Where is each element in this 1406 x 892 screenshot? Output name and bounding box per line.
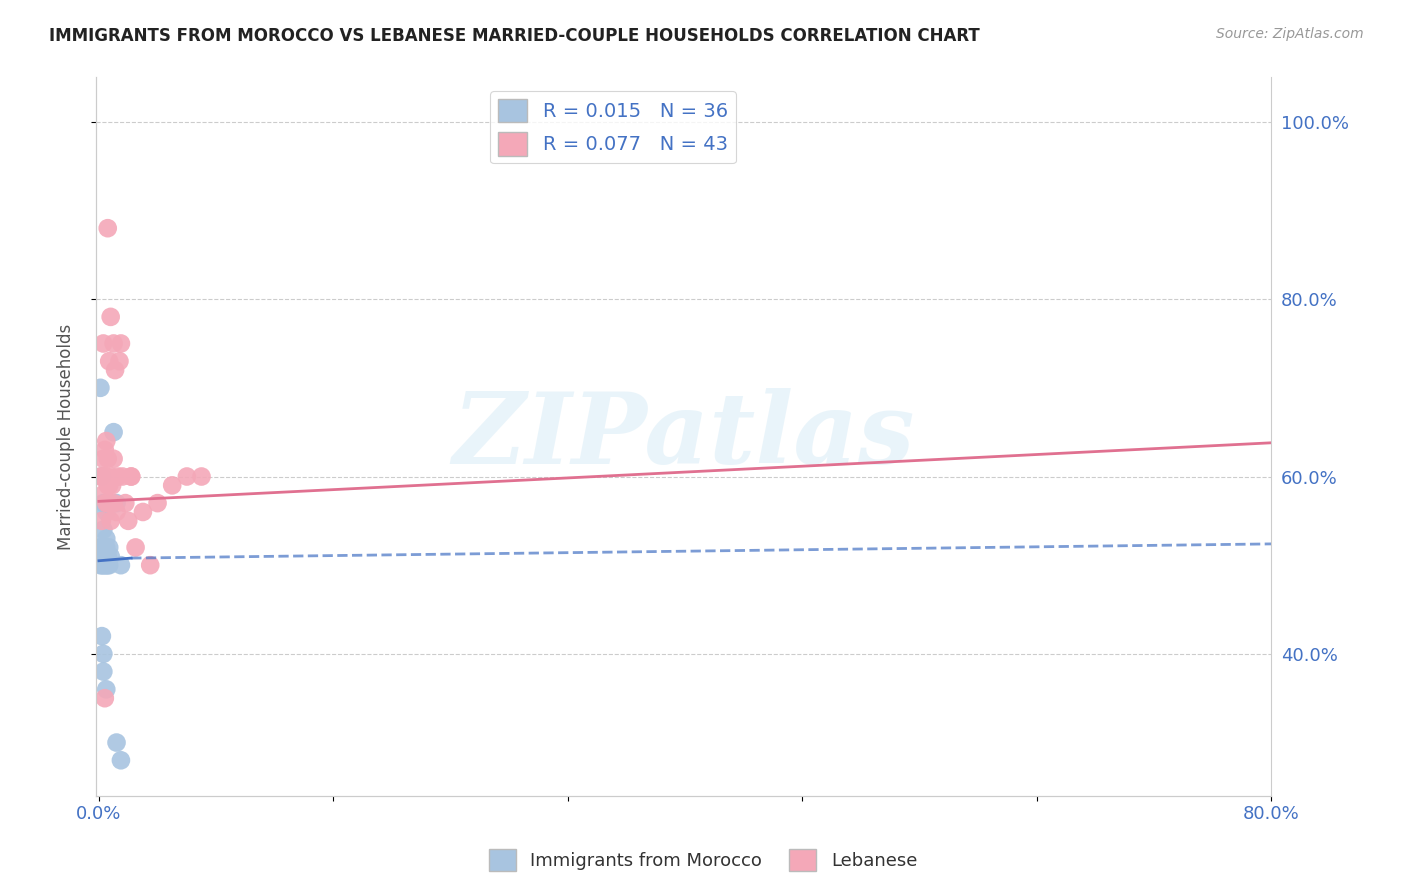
Point <box>94 469 117 483</box>
Point <box>90 629 112 643</box>
Legend: Immigrants from Morocco, Lebanese: Immigrants from Morocco, Lebanese <box>482 842 924 879</box>
Point <box>96 469 118 483</box>
Point <box>190 469 212 483</box>
Point <box>91 487 114 501</box>
Point <box>90 558 112 573</box>
Point <box>89 549 111 564</box>
Point <box>91 336 114 351</box>
Point <box>97 221 120 235</box>
Point <box>96 434 118 448</box>
Point <box>132 505 155 519</box>
Point <box>97 451 120 466</box>
Point <box>100 469 122 483</box>
Point <box>105 505 128 519</box>
Point <box>96 549 118 564</box>
Point <box>98 558 121 573</box>
Point <box>139 558 162 573</box>
Point <box>89 558 111 573</box>
Point <box>91 549 114 564</box>
Point <box>101 478 124 492</box>
Point <box>96 541 118 555</box>
Point <box>96 558 118 573</box>
Point <box>96 532 118 546</box>
Point <box>94 549 117 564</box>
Point <box>103 425 125 439</box>
Point <box>96 682 118 697</box>
Point <box>89 469 111 483</box>
Point <box>96 505 118 519</box>
Point <box>107 469 129 483</box>
Point <box>100 310 122 324</box>
Point <box>98 541 121 555</box>
Point <box>94 691 117 706</box>
Point <box>146 496 169 510</box>
Y-axis label: Married-couple Households: Married-couple Households <box>58 324 75 549</box>
Point <box>89 381 111 395</box>
Point <box>91 523 114 537</box>
Point <box>111 469 134 483</box>
Point <box>103 336 125 351</box>
Point <box>110 753 132 767</box>
Point <box>105 496 128 510</box>
Point <box>97 549 120 564</box>
Point <box>120 469 142 483</box>
Point <box>97 496 120 510</box>
Point <box>91 647 114 661</box>
Point <box>110 336 132 351</box>
Point <box>89 541 111 555</box>
Point <box>103 496 125 510</box>
Point <box>96 496 118 510</box>
Point <box>90 541 112 555</box>
Point <box>91 558 114 573</box>
Point <box>90 469 112 483</box>
Point <box>117 514 139 528</box>
Point <box>94 541 117 555</box>
Point <box>94 496 117 510</box>
Point <box>90 549 112 564</box>
Point <box>100 549 122 564</box>
Point <box>104 363 127 377</box>
Point <box>114 496 136 510</box>
Point <box>91 541 114 555</box>
Text: Source: ZipAtlas.com: Source: ZipAtlas.com <box>1216 27 1364 41</box>
Point <box>97 478 120 492</box>
Point <box>124 541 146 555</box>
Point <box>91 665 114 679</box>
Point <box>176 469 198 483</box>
Point <box>94 442 117 457</box>
Point <box>98 478 121 492</box>
Point <box>90 469 112 483</box>
Point <box>90 514 112 528</box>
Point <box>98 354 121 368</box>
Point <box>91 496 114 510</box>
Text: IMMIGRANTS FROM MOROCCO VS LEBANESE MARRIED-COUPLE HOUSEHOLDS CORRELATION CHART: IMMIGRANTS FROM MOROCCO VS LEBANESE MARR… <box>49 27 980 45</box>
Point <box>108 354 131 368</box>
Point <box>103 451 125 466</box>
Point <box>94 558 117 573</box>
Point <box>100 514 122 528</box>
Text: ZIPatlas: ZIPatlas <box>453 388 915 485</box>
Point <box>97 558 120 573</box>
Point <box>110 558 132 573</box>
Point <box>120 469 142 483</box>
Point <box>98 496 121 510</box>
Point <box>105 735 128 749</box>
Point <box>160 478 183 492</box>
Legend: R = 0.015   N = 36, R = 0.077   N = 43: R = 0.015 N = 36, R = 0.077 N = 43 <box>491 91 735 163</box>
Point <box>91 451 114 466</box>
